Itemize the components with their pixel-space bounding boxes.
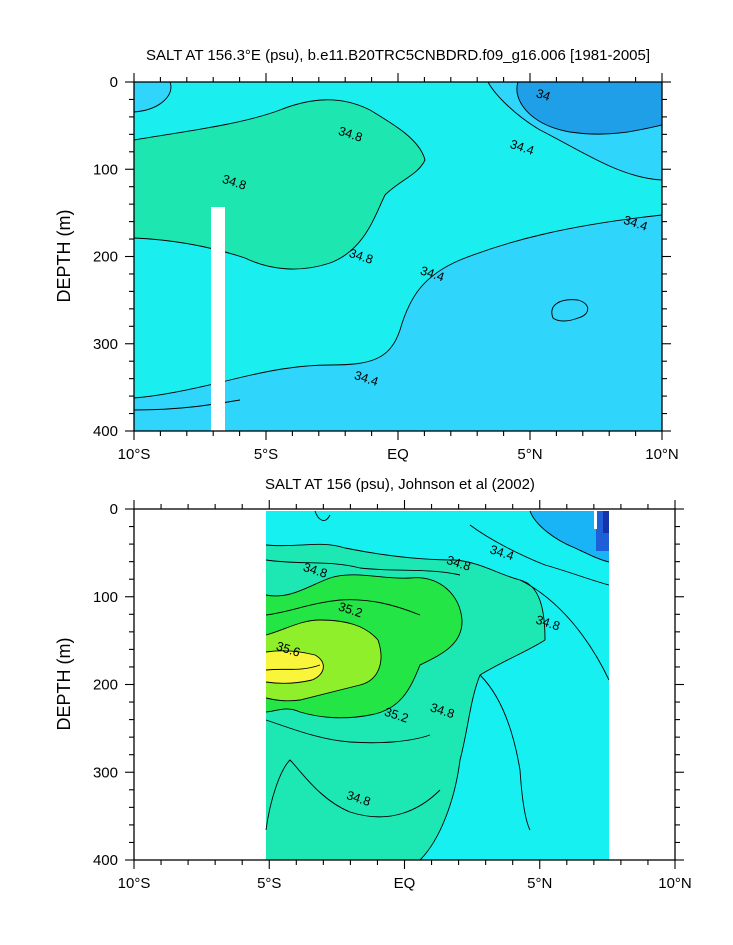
x-tick-label: 5°N <box>517 446 542 463</box>
y-tick-label: 200 <box>93 249 118 266</box>
x-tick-label: 5°N <box>527 875 552 892</box>
top-contour-fill <box>134 82 662 431</box>
y-tick-label: 200 <box>93 677 118 694</box>
x-tick-label: 10°S <box>118 446 151 463</box>
bottom-axes: 10°S 5°S EQ 5°N 10°N 0 100 200 300 400 <box>93 500 692 892</box>
bottom-y-axis-label: DEPTH (m) <box>54 638 74 731</box>
bot-fill-34.4-34.8-right <box>440 640 609 860</box>
top-fill-34.8-35.2 <box>134 99 425 270</box>
bot-fill-below-34.4 <box>530 511 609 562</box>
y-tick-label: 300 <box>93 336 118 353</box>
top-axes: 10°S 5°S EQ 5°N 10°N 0 100 200 300 400 <box>93 73 679 463</box>
bottom-contour-fill <box>265 510 610 860</box>
x-tick-label: 10°N <box>658 875 692 892</box>
y-tick-label: 100 <box>93 589 118 606</box>
x-tick-label: EQ <box>394 875 416 892</box>
x-tick-label: 5°S <box>254 446 278 463</box>
top-missing-column <box>211 207 225 431</box>
bottom-panel: SALT AT 156 (psu), Johnson et al (2002) <box>54 476 692 892</box>
x-tick-label: EQ <box>387 446 409 463</box>
y-tick-label: 0 <box>110 74 118 91</box>
top-fill-below-34 <box>516 82 662 135</box>
y-tick-label: 0 <box>110 501 118 518</box>
top-panel: SALT AT 156.3°E (psu), b.e11.B20TRC5CNBD… <box>54 47 679 463</box>
bot-missing-column <box>594 511 597 529</box>
top-y-axis-label: DEPTH (m) <box>54 210 74 303</box>
y-tick-label: 100 <box>93 161 118 178</box>
x-tick-label: 5°S <box>257 875 281 892</box>
top-panel-title: SALT AT 156.3°E (psu), b.e11.B20TRC5CNBD… <box>146 47 650 64</box>
y-tick-label: 400 <box>93 852 118 869</box>
bot-fill-above-36 <box>266 650 324 684</box>
x-tick-label: 10°S <box>118 875 151 892</box>
y-tick-label: 300 <box>93 764 118 781</box>
bottom-panel-title: SALT AT 156 (psu), Johnson et al (2002) <box>265 476 535 493</box>
bot-fill-deepest <box>603 511 609 533</box>
top-fill-blob <box>551 299 588 321</box>
bottom-contour-labels: 34.434.8 34.835.235.635.2 34.834.834.8 <box>274 542 561 809</box>
y-tick-label: 400 <box>93 423 118 440</box>
contour-label: 34 <box>534 86 552 104</box>
x-tick-label: 10°N <box>645 446 679 463</box>
